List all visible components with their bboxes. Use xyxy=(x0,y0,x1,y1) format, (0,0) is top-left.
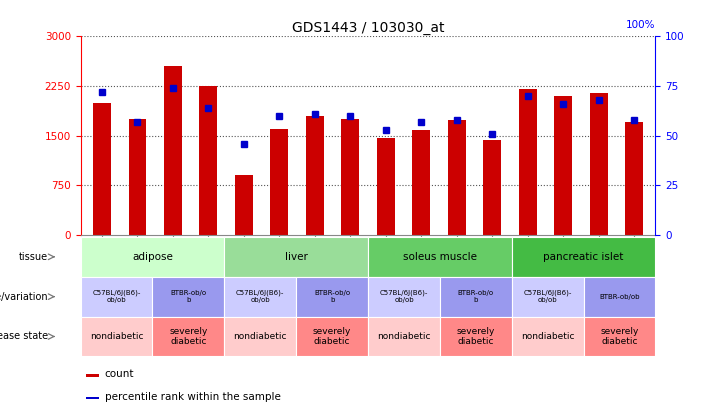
Text: tissue: tissue xyxy=(19,252,48,262)
Text: C57BL/6J(B6)-
ob/ob: C57BL/6J(B6)- ob/ob xyxy=(380,290,428,303)
Text: percentile rank within the sample: percentile rank within the sample xyxy=(104,392,280,402)
Bar xyxy=(512,317,583,356)
Bar xyxy=(583,277,655,317)
Text: pancreatic islet: pancreatic islet xyxy=(543,252,624,262)
Text: BTBR-ob/o
b: BTBR-ob/o b xyxy=(314,290,350,303)
Text: nondiabetic: nondiabetic xyxy=(377,332,430,341)
Text: 100%: 100% xyxy=(626,21,655,30)
Text: adipose: adipose xyxy=(132,252,173,262)
Bar xyxy=(377,138,395,235)
Text: severely
diabetic: severely diabetic xyxy=(456,327,495,346)
Text: disease state: disease state xyxy=(0,331,48,341)
Bar xyxy=(128,119,147,235)
Text: severely
diabetic: severely diabetic xyxy=(313,327,351,346)
Bar xyxy=(224,317,297,356)
Bar xyxy=(235,175,252,235)
Bar xyxy=(200,86,217,235)
Bar xyxy=(412,130,430,235)
Bar xyxy=(153,317,224,356)
Text: C57BL/6J(B6)-
ob/ob: C57BL/6J(B6)- ob/ob xyxy=(93,290,141,303)
Bar xyxy=(448,120,465,235)
Bar xyxy=(368,277,440,317)
Bar xyxy=(341,119,359,235)
Bar xyxy=(368,237,512,277)
Bar xyxy=(583,317,655,356)
Bar xyxy=(81,317,153,356)
Text: genotype/variation: genotype/variation xyxy=(0,292,48,302)
Bar xyxy=(590,93,608,235)
Bar xyxy=(512,277,583,317)
Bar xyxy=(297,317,368,356)
Text: severely
diabetic: severely diabetic xyxy=(169,327,207,346)
Title: GDS1443 / 103030_at: GDS1443 / 103030_at xyxy=(292,21,444,35)
Bar xyxy=(224,277,297,317)
Text: liver: liver xyxy=(285,252,308,262)
Text: severely
diabetic: severely diabetic xyxy=(600,327,639,346)
Bar xyxy=(440,317,512,356)
Text: C57BL/6J(B6)-
ob/ob: C57BL/6J(B6)- ob/ob xyxy=(524,290,572,303)
Text: nondiabetic: nondiabetic xyxy=(233,332,287,341)
Bar xyxy=(86,374,99,377)
Bar xyxy=(306,116,324,235)
Bar xyxy=(519,90,536,235)
Text: BTBR-ob/ob: BTBR-ob/ob xyxy=(599,294,640,300)
Bar xyxy=(164,66,182,235)
Text: count: count xyxy=(104,369,135,379)
Bar xyxy=(512,237,655,277)
Bar xyxy=(93,102,111,235)
Bar xyxy=(86,396,99,399)
Text: BTBR-ob/o
b: BTBR-ob/o b xyxy=(170,290,207,303)
Bar xyxy=(271,129,288,235)
Text: C57BL/6J(B6)-
ob/ob: C57BL/6J(B6)- ob/ob xyxy=(236,290,285,303)
Bar xyxy=(484,140,501,235)
Text: nondiabetic: nondiabetic xyxy=(521,332,574,341)
Bar xyxy=(554,96,572,235)
Bar xyxy=(81,237,224,277)
Bar xyxy=(153,277,224,317)
Text: nondiabetic: nondiabetic xyxy=(90,332,143,341)
Bar xyxy=(297,277,368,317)
Bar xyxy=(625,122,643,235)
Bar xyxy=(224,237,368,277)
Text: BTBR-ob/o
b: BTBR-ob/o b xyxy=(458,290,494,303)
Text: soleus muscle: soleus muscle xyxy=(403,252,477,262)
Bar xyxy=(368,317,440,356)
Bar xyxy=(440,277,512,317)
Bar xyxy=(81,277,153,317)
